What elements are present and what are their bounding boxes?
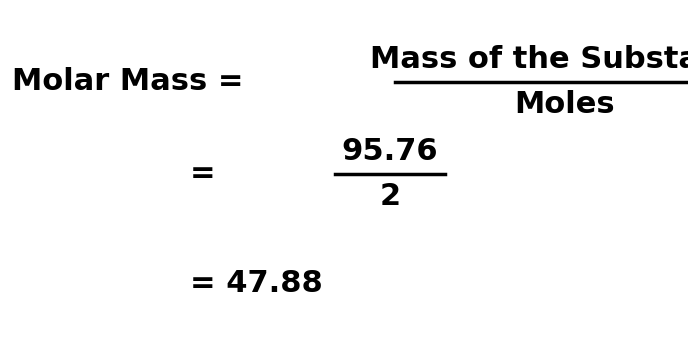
Text: Molar Mass =: Molar Mass = (12, 68, 254, 96)
Text: =: = (190, 159, 215, 189)
Text: Mass of the Substance: Mass of the Substance (370, 45, 688, 74)
Text: Moles: Moles (515, 90, 615, 119)
Text: = 47.88: = 47.88 (190, 270, 323, 298)
Text: 95.76: 95.76 (342, 137, 438, 166)
Text: 2: 2 (380, 182, 400, 211)
